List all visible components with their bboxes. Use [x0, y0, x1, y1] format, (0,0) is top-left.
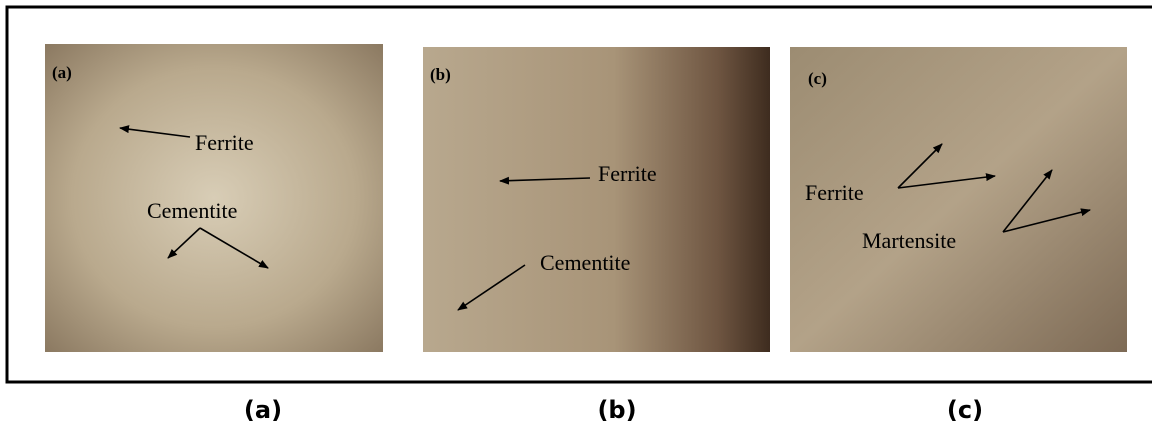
- label: Martensite: [862, 228, 956, 253]
- label: Ferrite: [195, 130, 254, 155]
- caption: (a): [244, 396, 282, 424]
- label: Ferrite: [598, 161, 657, 186]
- panel-tag: (a): [52, 63, 72, 82]
- panel-tag: (b): [430, 65, 451, 84]
- panel-tag: (c): [808, 69, 827, 88]
- label: Ferrite: [805, 180, 864, 205]
- micrograph: [423, 47, 770, 352]
- figure: (a) Ferrite Cementite (b) Ferrite Cement…: [0, 0, 1152, 429]
- label: Cementite: [147, 198, 237, 223]
- caption: (c): [947, 396, 983, 424]
- label: Cementite: [540, 250, 630, 275]
- page: (a) Ferrite Cementite (b) Ferrite Cement…: [0, 0, 1152, 429]
- caption: (b): [597, 396, 636, 424]
